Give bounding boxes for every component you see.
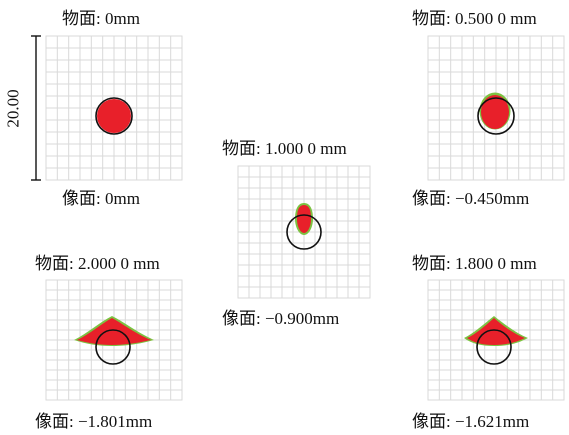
- spot-p3: [297, 205, 311, 233]
- image-label-p5: 像面: −1.621mm: [412, 412, 530, 431]
- spot-panel-p5: [427, 279, 565, 401]
- object-label-p2: 物面: 0.500 0 mm: [412, 9, 537, 28]
- spot-p1: [97, 99, 131, 133]
- airy-circle-p5: [476, 329, 512, 365]
- spot-panel-p2: [427, 35, 565, 181]
- image-label-p1: 像面: 0mm: [62, 189, 140, 208]
- airy-circle-p3: [286, 214, 322, 250]
- spot-p5: [467, 318, 525, 345]
- airy-circle-p2: [477, 97, 515, 135]
- spot-panel-p1: [45, 35, 183, 181]
- spot-panel-p4: [45, 279, 183, 401]
- object-label-p1: 物面: 0mm: [62, 9, 140, 28]
- grid-p3: [237, 165, 371, 299]
- image-label-p3: 像面: −0.900mm: [222, 309, 340, 328]
- airy-circle-p4: [95, 329, 131, 365]
- object-label-p5: 物面: 1.800 0 mm: [412, 254, 537, 273]
- grid-p1: [45, 35, 183, 181]
- spot-p4: [77, 318, 151, 345]
- object-label-p3: 物面: 1.000 0 mm: [222, 139, 347, 158]
- scale-bar: [31, 35, 41, 181]
- image-label-p2: 像面: −0.450mm: [412, 189, 530, 208]
- airy-circle-p1: [95, 97, 133, 135]
- spot-panel-p3: [237, 165, 371, 299]
- object-label-p4: 物面: 2.000 0 mm: [35, 254, 160, 273]
- image-label-p4: 像面: −1.801mm: [35, 412, 153, 431]
- spot-p2: [481, 95, 509, 129]
